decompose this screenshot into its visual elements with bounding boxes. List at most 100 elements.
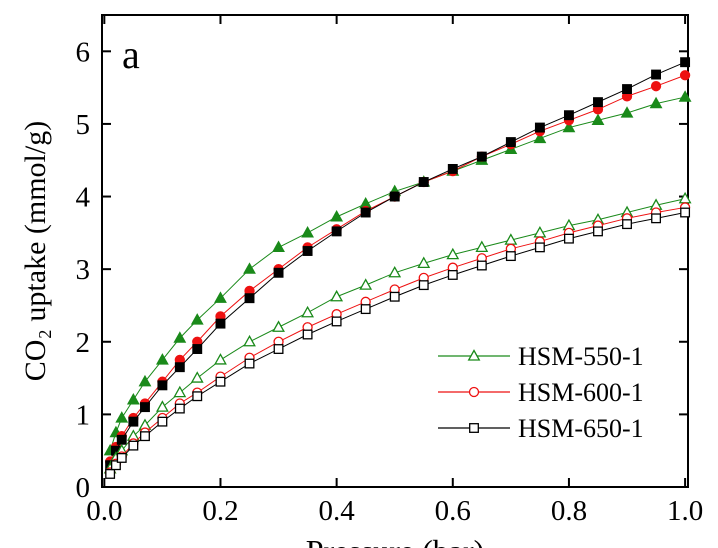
data-point bbox=[651, 213, 662, 224]
data-point bbox=[593, 226, 603, 237]
data-point bbox=[678, 90, 692, 102]
data-point bbox=[680, 57, 691, 68]
x-tick-label: 0.8 bbox=[551, 495, 587, 527]
data-point bbox=[591, 113, 605, 125]
legend-label: HSM-600-1 bbox=[518, 378, 644, 407]
data-point bbox=[418, 280, 429, 291]
x-tick-label: 0.4 bbox=[319, 495, 356, 527]
data-point bbox=[190, 313, 204, 325]
data-point bbox=[155, 400, 169, 412]
data-point bbox=[157, 416, 168, 427]
data-point bbox=[622, 84, 632, 95]
data-point bbox=[476, 151, 487, 162]
data-point bbox=[533, 131, 547, 144]
data-point bbox=[534, 242, 545, 253]
data-point bbox=[138, 374, 152, 387]
data-point bbox=[562, 120, 576, 133]
data-point bbox=[330, 210, 344, 222]
data-point bbox=[272, 240, 285, 253]
data-point bbox=[157, 380, 168, 391]
legend-marker bbox=[467, 349, 481, 361]
legend-label: HSM-650-1 bbox=[518, 414, 644, 443]
data-point bbox=[116, 453, 127, 463]
data-point bbox=[388, 265, 402, 278]
data-point bbox=[174, 403, 185, 414]
data-point bbox=[505, 251, 516, 262]
y-tick-label: 5 bbox=[76, 109, 91, 141]
data-point bbox=[128, 416, 139, 427]
y-tick-label: 4 bbox=[76, 182, 91, 214]
data-point bbox=[476, 260, 487, 271]
data-point bbox=[192, 391, 203, 402]
panel-label: a bbox=[122, 32, 140, 77]
data-point bbox=[563, 110, 574, 121]
y-tick-label: 3 bbox=[76, 254, 91, 286]
data-point bbox=[214, 353, 227, 365]
data-point bbox=[214, 291, 227, 303]
data-point bbox=[360, 304, 371, 315]
legend-marker bbox=[469, 423, 479, 433]
data-point bbox=[174, 362, 185, 373]
data-point bbox=[534, 122, 545, 133]
data-point bbox=[475, 240, 489, 253]
data-point bbox=[215, 376, 226, 387]
data-point bbox=[173, 331, 187, 343]
data-point bbox=[140, 431, 150, 442]
data-point bbox=[115, 411, 129, 423]
data-point bbox=[651, 69, 662, 80]
data-point bbox=[679, 70, 691, 81]
data-point bbox=[128, 440, 139, 451]
data-point bbox=[105, 468, 116, 479]
data-point bbox=[116, 434, 127, 445]
x-axis-label: Pressure (bar) bbox=[306, 533, 485, 548]
y-tick-label: 2 bbox=[76, 327, 91, 359]
y-tick-label: 6 bbox=[76, 36, 91, 68]
data-point bbox=[155, 353, 169, 365]
data-point bbox=[620, 106, 634, 118]
data-point bbox=[140, 402, 150, 413]
data-point bbox=[273, 344, 284, 354]
data-point bbox=[650, 81, 662, 92]
data-point bbox=[173, 385, 187, 398]
data-point bbox=[192, 344, 203, 354]
data-point bbox=[447, 163, 458, 174]
y-tick-label: 0 bbox=[76, 472, 91, 504]
data-point bbox=[622, 219, 632, 230]
data-point bbox=[360, 207, 371, 218]
x-tick-label: 1.0 bbox=[667, 495, 703, 527]
data-point bbox=[331, 226, 342, 237]
data-point bbox=[563, 233, 574, 244]
data-point bbox=[446, 247, 460, 260]
legend-label: HSM-550-1 bbox=[518, 342, 644, 371]
x-tick-label: 0.0 bbox=[86, 495, 122, 527]
data-point bbox=[272, 320, 285, 332]
data-point bbox=[190, 371, 204, 383]
data-point bbox=[593, 97, 603, 108]
data-point bbox=[126, 393, 140, 405]
x-tick-label: 0.2 bbox=[202, 495, 238, 527]
data-point bbox=[505, 137, 516, 148]
data-point bbox=[244, 358, 255, 369]
y-axis-label: CO₂ uptake (mmol/g) bbox=[19, 121, 52, 381]
y-tick-label: 1 bbox=[76, 399, 91, 431]
data-point bbox=[447, 270, 458, 280]
data-point bbox=[243, 262, 256, 274]
data-point bbox=[244, 293, 255, 304]
data-point bbox=[649, 96, 663, 109]
data-point bbox=[418, 177, 429, 187]
data-point bbox=[110, 460, 121, 471]
data-point bbox=[389, 191, 400, 202]
x-tick-label: 0.6 bbox=[435, 495, 471, 527]
data-point bbox=[243, 334, 256, 347]
data-point bbox=[301, 305, 315, 318]
data-point bbox=[417, 256, 431, 268]
data-point bbox=[359, 278, 373, 290]
legend-marker bbox=[468, 386, 480, 398]
data-point bbox=[680, 207, 691, 218]
data-point bbox=[331, 316, 342, 327]
plot-frame bbox=[101, 14, 689, 488]
data-point bbox=[301, 226, 315, 238]
data-point bbox=[215, 318, 226, 329]
data-point bbox=[389, 291, 400, 302]
